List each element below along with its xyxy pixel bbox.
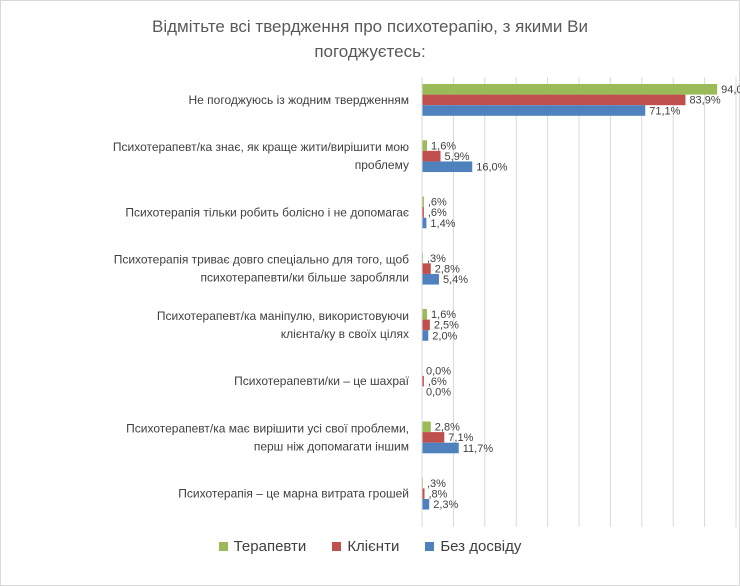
category-label: Психотерапія триває довго спеціально для…	[114, 253, 409, 285]
data-label: 0,0%	[426, 365, 451, 377]
legend-item: Клієнти	[332, 538, 399, 555]
bar	[422, 319, 430, 331]
category-label: Психотерапевт/ка має вирішити усі свої п…	[126, 421, 409, 453]
data-label: 2,8%	[435, 263, 460, 275]
legend-swatch	[425, 541, 435, 551]
data-label: 71,1%	[649, 105, 680, 117]
legend-label: Терапевти	[233, 537, 307, 555]
bar	[422, 442, 459, 454]
bar	[422, 207, 424, 218]
data-label: ,6%	[428, 207, 447, 219]
bar	[422, 432, 445, 443]
bar	[422, 421, 431, 433]
bar	[422, 273, 439, 285]
category-label: Психотерапевт/ка маніпулю, використовуюч…	[157, 309, 409, 341]
legend-swatch	[218, 541, 228, 551]
data-label: ,3%	[427, 478, 446, 490]
data-label: 2,8%	[435, 422, 460, 434]
data-label: 2,0%	[432, 330, 457, 342]
data-label: 1,4%	[430, 218, 455, 230]
data-label: 16,0%	[476, 162, 507, 174]
legend: Терапевти Клієнти Без досвіду	[0, 534, 740, 558]
data-label: ,6%	[428, 376, 447, 388]
chart-title: Відмітьте всі твердження про психотерапі…	[152, 17, 588, 61]
bar	[422, 375, 424, 387]
bar	[422, 150, 441, 162]
bar	[422, 488, 425, 499]
data-label: 11,7%	[463, 443, 494, 455]
data-label: 7,1%	[448, 432, 473, 444]
category-label: Не погоджуюсь із жодним твердженням	[189, 93, 410, 107]
legend-item: Без досвіду	[425, 538, 521, 555]
bar	[422, 94, 686, 106]
data-label: 2,3%	[433, 499, 458, 511]
data-label: 1,6%	[431, 309, 456, 321]
bar	[422, 84, 718, 95]
data-label: 0,0%	[426, 387, 451, 399]
bar	[422, 309, 428, 320]
data-label: 2,5%	[434, 320, 459, 332]
category-label: Психотерапевти/ки – це шахраї	[234, 374, 409, 388]
category-label: Психотерапевт/ка знає, як краще жити/вир…	[113, 140, 409, 172]
bar	[422, 498, 430, 510]
data-label: ,6%	[428, 197, 447, 209]
data-label: ,8%	[429, 488, 448, 500]
legend-swatch	[332, 541, 342, 551]
bar	[422, 217, 427, 229]
category-label: Психотерапія тільки робить болісно і не …	[125, 205, 409, 219]
legend-item: Терапевти	[218, 537, 307, 555]
bar	[422, 105, 646, 116]
legend-label: Клієнти	[347, 537, 400, 555]
data-label: 1,6%	[431, 140, 456, 152]
bar	[422, 263, 431, 274]
legend-label: Без досвіду	[440, 537, 522, 555]
data-label: 5,9%	[445, 151, 470, 163]
bar	[422, 330, 429, 341]
bar	[422, 196, 424, 208]
data-label: 5,4%	[443, 274, 468, 286]
data-label: 83,9%	[689, 95, 720, 107]
category-label: Психотерапія – це марна витрата грошей	[178, 487, 409, 501]
data-label: ,3%	[427, 253, 446, 265]
bar	[422, 161, 473, 173]
bar	[422, 140, 428, 151]
data-label: 94,0%	[721, 84, 740, 96]
